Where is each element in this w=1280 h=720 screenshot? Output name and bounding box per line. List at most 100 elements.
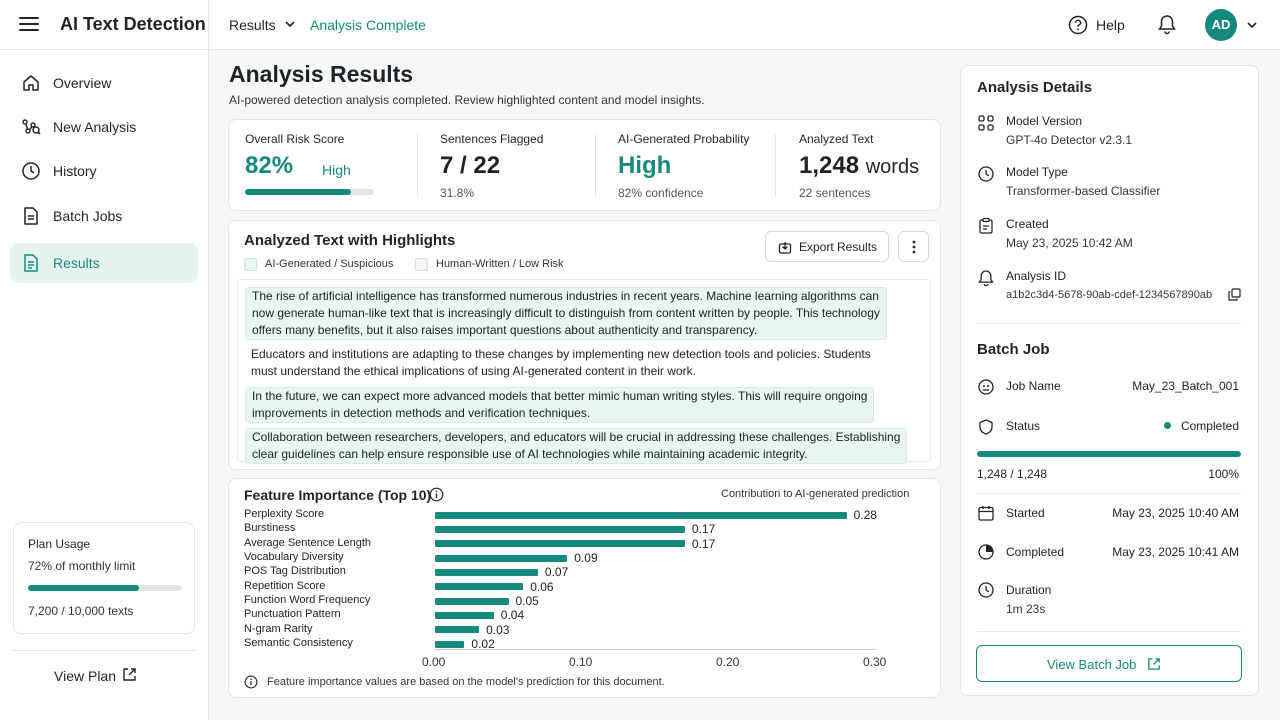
- bar-value-label: 0.17: [691, 522, 716, 537]
- risk-score-value: 82%: [245, 152, 294, 179]
- analyzed-text-title: Analyzed Text with Highlights: [244, 232, 456, 249]
- plan-usage-fill: [28, 585, 139, 591]
- sidebar-item-results[interactable]: Results: [10, 243, 198, 283]
- help-link[interactable]: Help: [1096, 17, 1125, 33]
- status-dot: [1164, 422, 1171, 429]
- sidebar-item-overview[interactable]: Overview: [10, 63, 198, 103]
- paragraph-flagged: In the future, we can expect more advanc…: [245, 387, 875, 423]
- export-icon: [778, 242, 792, 254]
- paragraph-flagged: Collaboration between researchers, devel…: [245, 428, 908, 464]
- feature-importance-footnote: Feature importance values are based on t…: [267, 676, 665, 688]
- started-label: Started: [1006, 506, 1045, 520]
- started-value: May 23, 2025 10:40 AM: [1112, 506, 1239, 520]
- text-line: now generate human-like text that is inc…: [252, 306, 880, 320]
- details-panel: [960, 65, 1259, 696]
- bar: [435, 554, 568, 562]
- bar-value-label: 0.05: [515, 594, 539, 609]
- document-icon: [24, 207, 38, 225]
- model-icon: [978, 115, 994, 131]
- sidebar-divider: [13, 650, 195, 651]
- clock-icon: [978, 166, 994, 182]
- sidebar-item-label: Batch Jobs: [53, 208, 123, 224]
- sidebar-item-history[interactable]: History: [10, 151, 198, 191]
- feature-importance-title: Feature Importance (Top 10): [244, 487, 432, 503]
- plan-usage-bar: [28, 585, 182, 591]
- plan-usage-card: Plan Usage 72% of monthly limit 7,200 / …: [13, 522, 195, 634]
- word-count: 1,248: [799, 152, 860, 179]
- export-results-button[interactable]: Export Results: [765, 231, 889, 262]
- job-name-label: Job Name: [1006, 379, 1061, 393]
- bar: [435, 611, 494, 619]
- header-divider: [208, 0, 209, 50]
- bar-category-label: Repetition Score: [244, 579, 326, 592]
- x-tick-label: 0.00: [422, 655, 446, 669]
- clipboard-icon: [979, 217, 993, 234]
- bar-value-label: 0.03: [486, 622, 510, 637]
- top-header: AI Text Detection Results Analysis Compl…: [0, 0, 1280, 50]
- metric-divider: [775, 134, 776, 196]
- chevron-down-icon[interactable]: [1246, 19, 1258, 31]
- bar: [435, 540, 685, 548]
- sidebar-item-label: History: [53, 163, 97, 179]
- info-icon: [244, 675, 258, 689]
- bar-value-label: 0.17: [691, 536, 716, 551]
- analysis-id-value: a1b2c3d4-5678-90ab-cdef-1234567890ab: [1006, 289, 1213, 301]
- analysis-details-title: Analysis Details: [977, 79, 1093, 96]
- avatar[interactable]: AD: [1205, 9, 1237, 41]
- job-name-value: May_23_Batch_001: [1132, 379, 1239, 393]
- batch-progress-bar: [977, 451, 1241, 457]
- external-link-icon[interactable]: [122, 667, 137, 682]
- sentences-flagged-pct: 31.8%: [440, 186, 475, 200]
- model-type-value: Transformer-based Classifier: [1006, 184, 1161, 198]
- x-axis-line: [435, 649, 876, 650]
- sidebar-item-new-analysis[interactable]: New Analysis: [10, 107, 198, 147]
- panel-divider: [977, 631, 1241, 632]
- paragraph-flagged: The rise of artificial intelligence has …: [245, 287, 887, 340]
- app-title: AI Text Detection: [60, 14, 206, 34]
- bar: [435, 568, 538, 576]
- sidebar-item-batch-jobs[interactable]: Batch Jobs: [10, 196, 198, 236]
- bar-category-label: Vocabulary Diversity: [244, 551, 344, 564]
- analyzed-text-body: The rise of artificial intelligence has …: [237, 279, 931, 464]
- ai-probability-confidence: 82% confidence: [618, 186, 704, 200]
- bar: [435, 511, 847, 519]
- sentences-flagged-value: 7 / 22: [440, 152, 501, 179]
- job-icon: [978, 379, 994, 395]
- text-line: must understand the ethical implications…: [251, 364, 696, 378]
- notification-bell-icon[interactable]: [1157, 14, 1177, 35]
- bar-category-label: Punctuation Pattern: [244, 608, 341, 621]
- sidebar-item-label: Overview: [53, 75, 112, 91]
- page-subtitle: AI-powered detection analysis completed.…: [229, 93, 705, 107]
- bell-icon: [978, 270, 994, 287]
- legend-label-ai: AI-Generated / Suspicious: [265, 258, 394, 270]
- export-results-label: Export Results: [799, 240, 878, 254]
- bar: [435, 525, 685, 533]
- legend-swatch-human: [415, 258, 428, 271]
- completed-value: May 23, 2025 10:41 AM: [1112, 545, 1239, 559]
- view-batch-job-label: View Batch Job: [1047, 657, 1137, 672]
- more-options-button[interactable]: [898, 231, 929, 262]
- risk-badge: High: [322, 162, 351, 178]
- info-icon[interactable]: [429, 487, 444, 502]
- view-plan-link[interactable]: View Plan: [54, 668, 117, 684]
- bar: [435, 583, 524, 591]
- view-batch-job-button[interactable]: View Batch Job: [976, 645, 1242, 682]
- bar-category-label: Function Word Frequency: [244, 594, 371, 607]
- panel-divider: [977, 493, 1241, 494]
- breadcrumb-results[interactable]: Results: [229, 17, 276, 33]
- analyzed-words-value: 1,248 words: [799, 152, 919, 180]
- pie-icon: [978, 544, 994, 560]
- model-version-link[interactable]: GPT-4o Detector v2.3.1: [1006, 133, 1133, 147]
- model-version-label: Model Version: [1006, 114, 1083, 128]
- help-icon[interactable]: [1068, 15, 1088, 35]
- text-line: The rise of artificial intelligence has …: [252, 289, 879, 303]
- copy-icon[interactable]: [1228, 288, 1241, 301]
- duration-label: Duration: [1006, 583, 1052, 597]
- feature-importance-note: Contribution to AI-generated prediction: [721, 488, 910, 500]
- chevron-down-icon[interactable]: [284, 18, 296, 30]
- bar-category-label: Semantic Consistency: [244, 637, 353, 650]
- analyzed-sentences: 22 sentences: [799, 186, 871, 200]
- menu-icon[interactable]: [19, 16, 39, 32]
- analysis-icon: [22, 119, 41, 135]
- batch-progress-fill: [977, 451, 1241, 457]
